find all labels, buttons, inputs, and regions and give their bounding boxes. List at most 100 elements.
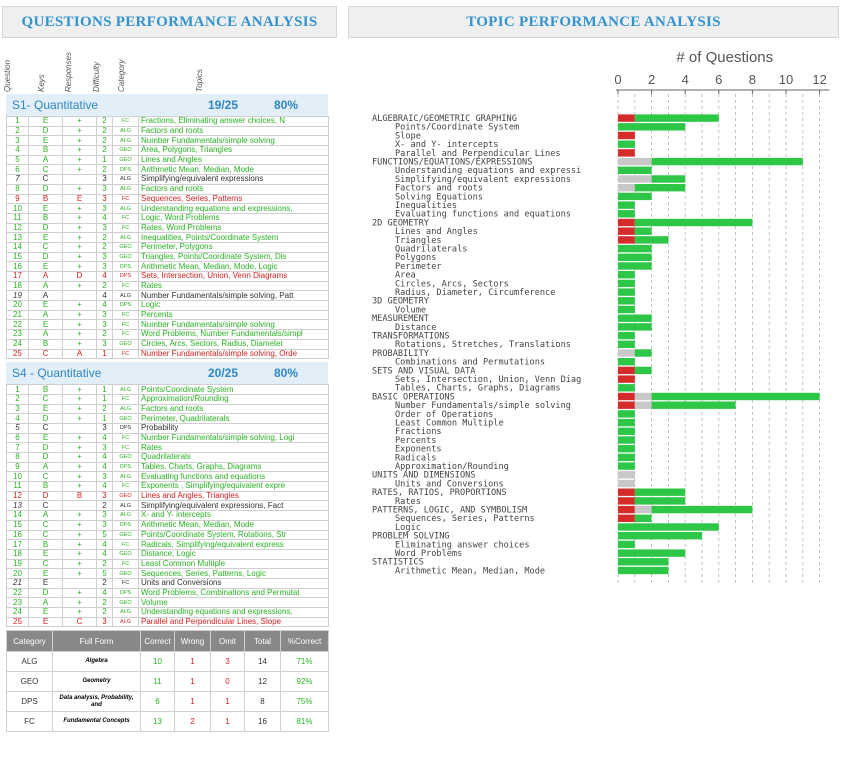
answer-key: A: [28, 597, 63, 608]
difficulty: 2: [96, 577, 113, 589]
category-code: FC: [112, 558, 139, 570]
difficulty: 2: [96, 135, 113, 147]
difficulty: 2: [96, 500, 113, 512]
question-row: 5 A +1 GEO Lines and Angles: [6, 154, 329, 166]
difficulty: 2: [96, 329, 113, 340]
topics: Logic, Word Problems: [138, 212, 329, 224]
response: +: [62, 280, 97, 292]
category-header-cell: Total: [244, 630, 281, 653]
answer-key: B: [28, 384, 63, 395]
category-code: FC: [112, 309, 139, 321]
category-row: DPS Data analysis, Probability, and 6 1 1 8 75…: [6, 691, 329, 713]
difficulty: 5: [96, 568, 113, 579]
category-code: GEO: [112, 413, 139, 424]
topic-label: SETS AND VISUAL DATA: [372, 366, 476, 376]
topics: Parallel and Perpendicular Lines, Slope: [138, 616, 329, 628]
topic-performance-chart: # of Questions 0 2 4 6 8 10 12 ALGEBRAIC/GEOMETR…: [372, 49, 830, 584]
x-tick-label: 4: [682, 72, 689, 87]
category-code: GEO: [112, 597, 139, 608]
x-tick-label: 2: [648, 72, 655, 87]
wrong-bar: [618, 236, 635, 244]
response: [62, 290, 97, 302]
question-row: 18 E +4 GEO Distance, Logic: [6, 548, 329, 560]
correct-bar: [618, 445, 635, 453]
topic-label: Distance: [395, 323, 436, 333]
topics: Number Fundamentals/simple solving: [138, 135, 329, 147]
question-number: 7: [6, 174, 29, 185]
response: A: [62, 348, 97, 360]
omit-bar: [618, 184, 635, 192]
topic-label: RATES, RATIOS, PROPORTIONS: [372, 488, 507, 498]
question-row: 20 E +5 GEO Sequences, Series, Patterns, Log…: [6, 568, 329, 579]
topic-label: PATTERNS, LOGIC, AND SYMBOLISM: [372, 506, 527, 516]
response: +: [62, 251, 97, 263]
correct-bar: [634, 366, 652, 375]
column-headers: Question Keys Responses Difficulty Categ…: [3, 44, 328, 94]
topics: Word Problems, Number Fundamentals/simpl: [138, 329, 329, 340]
topics: Understanding equations and expressions,: [138, 203, 329, 214]
category-code: FC: [112, 222, 139, 234]
wrong-bar: [618, 149, 635, 157]
category-header-row: Category Full Form Correct Wrong Omit Total %C…: [6, 630, 329, 653]
category-cell: 1: [174, 671, 211, 693]
wrong-bar: [618, 488, 635, 496]
category-cell: DPS: [6, 691, 53, 713]
category-cell: 8: [244, 691, 281, 713]
category-code: DPS: [112, 261, 139, 272]
question-number: 4: [6, 145, 29, 156]
correct-bar: [618, 271, 635, 279]
x-tick-label: 6: [715, 72, 722, 87]
category-code: FC: [112, 116, 139, 127]
category-code: ALG: [112, 203, 139, 214]
topics: Percents: [138, 309, 329, 321]
answer-key: A: [28, 309, 63, 321]
category-cell: FC: [6, 711, 53, 733]
topic-label: Points/Coordinate System: [395, 123, 519, 133]
question-number: 3: [6, 135, 29, 147]
correct-bar: [618, 558, 669, 566]
topics: Simplifying/equivalent expressions: [138, 174, 329, 185]
correct-bar: [618, 523, 719, 531]
topic-label: 3D GEOMETRY: [372, 297, 430, 307]
answer-key: A: [28, 290, 63, 302]
question-row: 7 C 3 ALG Simplifying/equivalent expressions: [6, 174, 329, 185]
answer-key: B: [28, 338, 63, 350]
response: [62, 422, 97, 434]
topics: Arithmetic Mean, Median, Mode: [138, 164, 329, 176]
question-row: 9 B E 3 FC Sequences, Series, Patterns: [6, 193, 329, 205]
question-row: 12 D +3 FC Rates, Word Problems: [6, 222, 329, 234]
topics: Lines and Angles, Triangles: [138, 490, 329, 502]
answer-key: B: [28, 145, 63, 156]
topic-label: BASIC OPERATIONS: [372, 392, 455, 402]
answer-key: C: [28, 348, 63, 360]
question-row: 11 B +4 FC Logic, Word Problems: [6, 212, 329, 224]
correct-bar: [618, 123, 686, 131]
omit-bar: [634, 392, 652, 401]
difficulty: 3: [96, 222, 113, 234]
category-code: DPS: [112, 461, 139, 473]
difficulty: 4: [96, 300, 113, 311]
topic-label: UNITS AND DIMENSIONS: [372, 471, 475, 481]
answer-key: E: [28, 232, 63, 243]
response: +: [62, 384, 97, 395]
wrong-bar: [618, 218, 635, 227]
question-row: 23 A +2 FC Word Problems, Number Fundamental…: [6, 329, 329, 340]
omit-bar: [618, 157, 652, 166]
topics: Inequalities, Points/Coordinate System: [138, 232, 329, 243]
correct-bar: [618, 384, 635, 392]
wrong-bar: [618, 497, 635, 505]
wrong-bar: [618, 375, 635, 383]
question-number: 20: [6, 568, 29, 579]
question-number: 23: [6, 329, 29, 340]
topics: Probability: [138, 422, 329, 434]
topics: Evaluating functions and equations: [138, 471, 329, 483]
category-cell: 1: [174, 691, 211, 713]
response: D: [62, 271, 97, 282]
question-number: 20: [6, 300, 29, 311]
response: +: [62, 300, 97, 311]
correct-bar: [618, 314, 652, 322]
answer-key: A: [28, 329, 63, 340]
question-row: 13 E +2 ALG Inequalities, Points/Coordinate …: [6, 232, 329, 243]
category-code: FC: [112, 481, 139, 492]
answer-key: E: [28, 577, 63, 589]
